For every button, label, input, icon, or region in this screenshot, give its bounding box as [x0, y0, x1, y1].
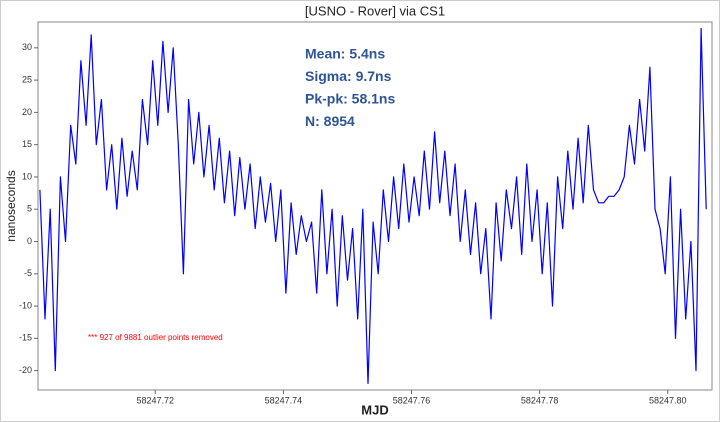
x-tick-label: 58247.80 — [649, 395, 687, 405]
y-tick-label: -15 — [19, 333, 32, 343]
data-line — [39, 27, 707, 385]
y-tick-label: 30 — [22, 42, 32, 52]
y-tick-label: -5 — [24, 268, 32, 278]
x-tick-label: 58247.74 — [265, 395, 303, 405]
stats-box: Mean: 5.4ns Sigma: 9.7ns Pk-pk: 58.1ns N: 8… — [305, 46, 395, 130]
y-axis-label: nanoseconds — [4, 170, 18, 241]
stat-line: Pk-pk: 58.1ns — [305, 91, 395, 107]
y-tick-label: 5 — [27, 204, 32, 214]
y-tick-label: 20 — [22, 107, 32, 117]
outlier-note: *** 927 of 9881 outlier points removed — [88, 333, 223, 342]
y-tick-label: -20 — [19, 365, 32, 375]
x-axis-label: MJD — [361, 402, 388, 417]
y-tick-label: 0 — [27, 236, 32, 246]
x-tick-label: 58247.72 — [136, 395, 174, 405]
y-tick-label: 10 — [22, 171, 32, 181]
stat-line: Sigma: 9.7ns — [305, 68, 392, 84]
chart-title: [USNO - Rover] via CS1 — [305, 3, 445, 18]
stat-line: N: 8954 — [305, 113, 355, 129]
y-tick-label: -10 — [19, 300, 32, 310]
y-tick-label: 15 — [22, 139, 32, 149]
plot-area — [37, 21, 713, 391]
x-tick-label: 58247.76 — [393, 395, 431, 405]
x-tick-label: 58247.78 — [521, 395, 559, 405]
y-tick-label: 25 — [22, 74, 32, 84]
stat-line: Mean: 5.4ns — [305, 46, 385, 62]
